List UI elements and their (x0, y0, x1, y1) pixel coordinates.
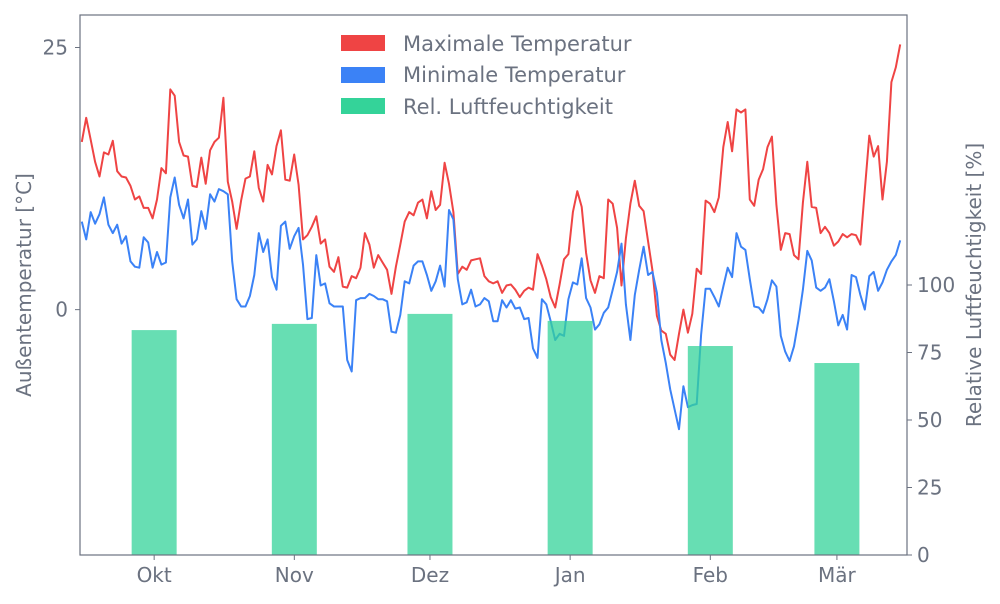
humidity-bar-Feb (687, 346, 733, 555)
x-axis: Okt Nov Dez Jan Feb Mär (137, 555, 857, 587)
y-axis-right: 0 25 50 75 100 (907, 273, 955, 567)
x-tick-label: Mär (818, 563, 857, 587)
y-left-tick-label: 0 (55, 298, 68, 322)
legend-label-humidity: Rel. Luftfeuchtigkeit (403, 95, 613, 119)
legend-swatch-humidity (341, 98, 385, 114)
humidity-bar-Dez (407, 313, 453, 555)
humidity-bar-Okt (131, 330, 177, 555)
y-right-tick-label: 50 (917, 408, 942, 432)
y-right-tick-label: 0 (917, 543, 930, 567)
y-right-tick-label: 25 (917, 476, 942, 500)
humidity-bar-Jan (547, 320, 593, 555)
legend-label-min: Minimale Temperatur (403, 63, 626, 87)
legend-label-max: Maximale Temperatur (403, 32, 632, 56)
y-right-tick-label: 75 (917, 341, 942, 365)
y-left-tick-label: 25 (43, 36, 68, 60)
y-right-tick-label: 100 (917, 273, 955, 297)
x-tick-label: Dez (411, 563, 449, 587)
max-temperature-line (80, 44, 902, 361)
x-tick-label: Jan (553, 563, 586, 587)
y-axis-left-label: Außentemperatur [°C] (12, 173, 36, 397)
y-axis-right-label: Relative Luftfeuchtigkeit [%] (962, 143, 986, 427)
x-tick-label: Okt (137, 563, 172, 587)
humidity-bar-Nov (271, 323, 317, 555)
x-tick-label: Nov (275, 563, 314, 587)
bars-layer (131, 313, 860, 555)
humidity-bar-Mär (814, 363, 860, 555)
legend-swatch-min (341, 67, 385, 83)
lines-layer (80, 44, 902, 431)
x-tick-label: Feb (693, 563, 728, 587)
y-axis-left: 0 25 (43, 36, 80, 322)
legend-swatch-max (341, 35, 385, 51)
legend: Maximale Temperatur Minimale Temperatur … (341, 32, 632, 119)
min-temperature-line (80, 176, 902, 431)
